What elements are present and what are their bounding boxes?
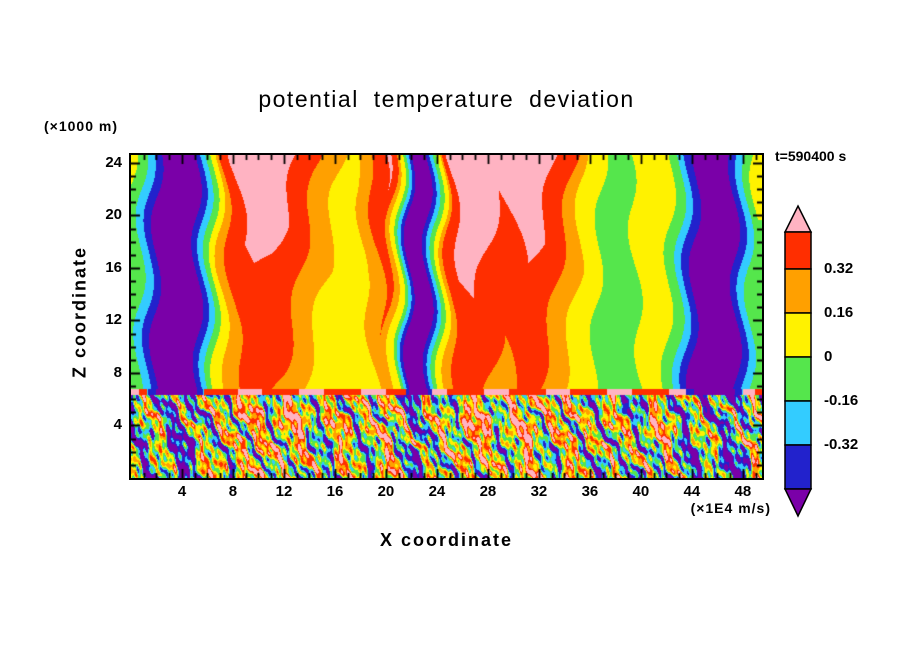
x-tick-label: 36 (581, 483, 599, 500)
y-tick-label: 16 (105, 258, 122, 276)
timestamp-label: t=590400 s (775, 148, 847, 164)
colorbar-top-arrow (783, 204, 813, 233)
x-tick-label: 28 (479, 483, 497, 500)
x-tick-label: 4 (177, 483, 187, 500)
colorbar-bottom-arrow (783, 488, 813, 518)
x-axis-unit-label: (×1E4 m/s) (690, 500, 771, 516)
colorbar-tick-label: 0.32 (824, 260, 854, 277)
x-tick-label: 8 (228, 483, 238, 500)
x-tick-label: 12 (275, 483, 293, 500)
colorbar-segment (784, 356, 812, 402)
x-tick-label: 40 (632, 483, 650, 500)
colorbar-tick-label: -0.32 (824, 436, 859, 453)
y-tick-label: 8 (113, 363, 122, 381)
colorbar-tick-label: 0.16 (824, 304, 854, 321)
chart-title: potential temperature deviation (258, 86, 635, 112)
y-tick-label: 12 (105, 311, 122, 329)
x-tick-label: 32 (530, 483, 548, 500)
y-tick-label: 24 (105, 153, 122, 171)
y-tick-label: 20 (105, 206, 122, 224)
colorbar (783, 204, 813, 518)
y-axis-title: Z coordinate (69, 245, 90, 379)
x-tick-label: 48 (734, 483, 752, 500)
x-tick-label: 16 (326, 483, 344, 500)
colorbar-segment (784, 400, 812, 446)
heatmap-canvas (131, 155, 762, 478)
colorbar-tick-label: 0 (824, 348, 833, 365)
x-axis-title: X coordinate (379, 530, 514, 550)
x-tick-label: 44 (683, 483, 701, 500)
x-tick-label: 24 (428, 483, 446, 500)
colorbar-segment (784, 268, 812, 314)
plot-area (129, 153, 764, 480)
colorbar-tick-label: -0.16 (824, 392, 859, 409)
x-tick-label: 20 (377, 483, 395, 500)
colorbar-segment (784, 444, 812, 490)
y-axis-unit-label: (×1000 m) (44, 118, 118, 134)
colorbar-segment (784, 231, 812, 270)
y-tick-label: 4 (113, 416, 122, 434)
colorbar-segment (784, 312, 812, 358)
